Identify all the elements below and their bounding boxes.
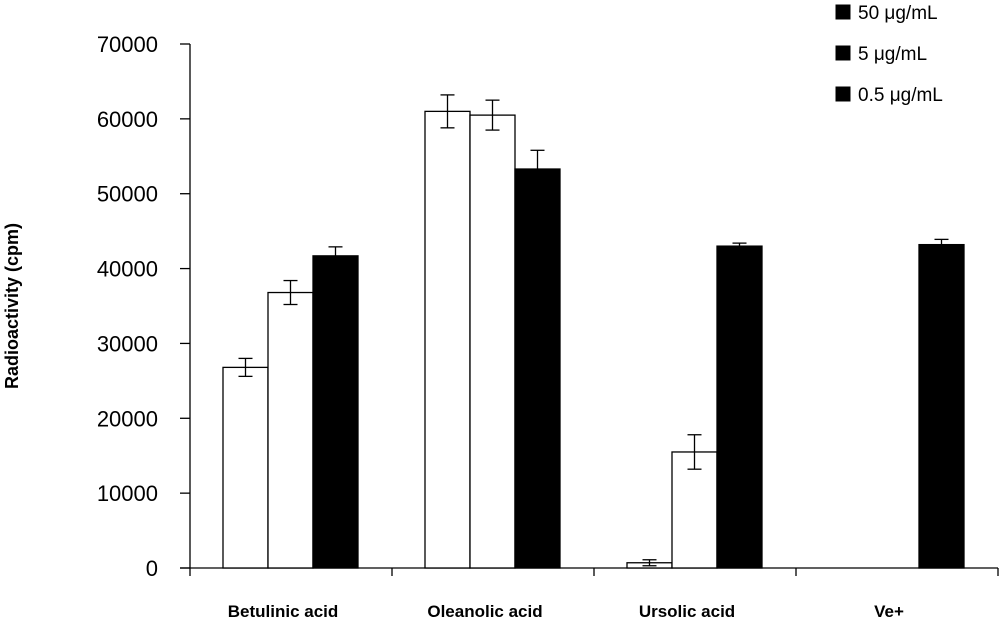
legend-swatch xyxy=(835,4,851,20)
legend-label: 0.5 μg/mL xyxy=(858,85,943,106)
error-bar xyxy=(687,434,702,470)
bar xyxy=(514,168,561,569)
error-bar xyxy=(328,246,343,266)
legend-swatch xyxy=(835,86,851,102)
category-labels: Betulinic acid Oleanolic acid Ursolic acid… xyxy=(228,602,904,621)
legend-label: 50 μg/mL xyxy=(858,3,938,24)
bar xyxy=(469,114,516,569)
error-bar xyxy=(283,279,298,306)
bar xyxy=(716,245,763,569)
y-tick-label: 30000 xyxy=(97,331,158,356)
category-label: Oleanolic acid xyxy=(427,602,542,621)
legend-label: 5 μg/mL xyxy=(858,44,927,65)
bar xyxy=(424,110,471,569)
bars xyxy=(222,110,965,569)
y-tick-label: 70000 xyxy=(97,32,158,57)
category-label: Ve+ xyxy=(874,602,904,621)
y-axis: 0 10000 20000 30000 40000 50000 60000 70000 xyxy=(97,32,191,581)
error-bars xyxy=(238,94,949,567)
error-bar xyxy=(642,559,657,567)
y-tick-label: 50000 xyxy=(97,182,158,207)
y-tick-label: 0 xyxy=(146,556,158,581)
y-tick-label: 60000 xyxy=(97,107,158,132)
bar xyxy=(918,243,965,569)
y-tick-label: 10000 xyxy=(97,481,158,506)
bar xyxy=(222,366,269,569)
y-axis-label: Radioactivity (cpm) xyxy=(2,223,22,389)
error-bar xyxy=(485,99,500,131)
error-bar xyxy=(238,357,253,378)
y-tick-label: 40000 xyxy=(97,257,158,282)
error-bar xyxy=(934,238,949,251)
category-label: Betulinic acid xyxy=(228,602,339,621)
y-tick-label: 20000 xyxy=(97,406,158,431)
error-bar xyxy=(440,94,455,129)
legend: 50 μg/mL 5 μg/mL 0.5 μg/mL xyxy=(835,3,943,106)
bar xyxy=(267,291,314,569)
category-label: Ursolic acid xyxy=(639,602,735,621)
error-bar xyxy=(530,149,545,189)
error-bar xyxy=(732,242,747,250)
legend-swatch xyxy=(835,45,851,61)
bar xyxy=(312,255,359,569)
x-axis xyxy=(180,567,999,576)
